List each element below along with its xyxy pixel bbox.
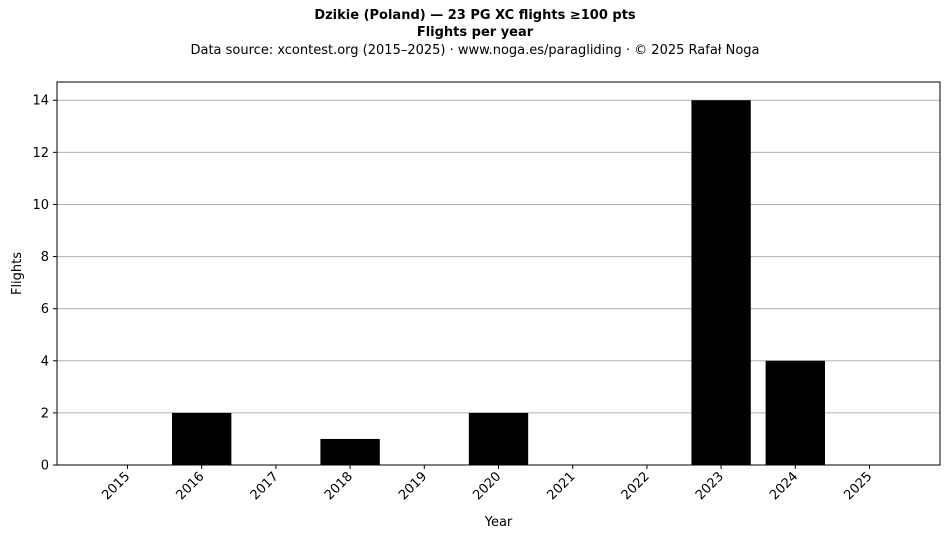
y-tick-label: 8 (41, 250, 49, 265)
data-source-note: Data source: xcontest.org (2015–2025) · … (190, 43, 760, 58)
bar-2018 (320, 438, 380, 465)
y-tick-label: 12 (32, 146, 49, 161)
y-tick-label: 14 (32, 94, 49, 109)
x-tick-label-2021: 2021 (545, 469, 579, 503)
bar-2016 (172, 412, 232, 465)
bars (172, 100, 825, 465)
x-tick-label-2025: 2025 (841, 469, 875, 503)
x-tick-label-2017: 2017 (248, 469, 282, 503)
x-tick-label-2022: 2022 (619, 469, 653, 503)
x-tick-label-2024: 2024 (767, 469, 801, 503)
chart-title: Dzikie (Poland) — 23 PG XC flights ≥100 … (314, 8, 636, 23)
x-tick-label-2018: 2018 (322, 469, 356, 503)
x-tick-label-2015: 2015 (99, 469, 133, 503)
y-axis-label: Flights (10, 252, 25, 295)
bar-2024 (765, 360, 825, 465)
bar-2023 (691, 100, 751, 465)
bar-2020 (468, 412, 529, 465)
x-axis-label: Year (484, 515, 513, 530)
y-tick-label: 0 (41, 459, 49, 474)
y-tick-label: 6 (41, 302, 49, 317)
y-tick-label: 4 (41, 354, 49, 369)
x-tick-label-2023: 2023 (693, 469, 727, 503)
x-tick-label-2020: 2020 (470, 469, 504, 503)
x-tick-label-2016: 2016 (174, 469, 208, 503)
y-tick-label: 2 (41, 406, 49, 421)
chart-subtitle: Flights per year (416, 25, 534, 40)
y-tick-label: 10 (32, 198, 49, 213)
x-tick-label-2019: 2019 (396, 469, 430, 503)
